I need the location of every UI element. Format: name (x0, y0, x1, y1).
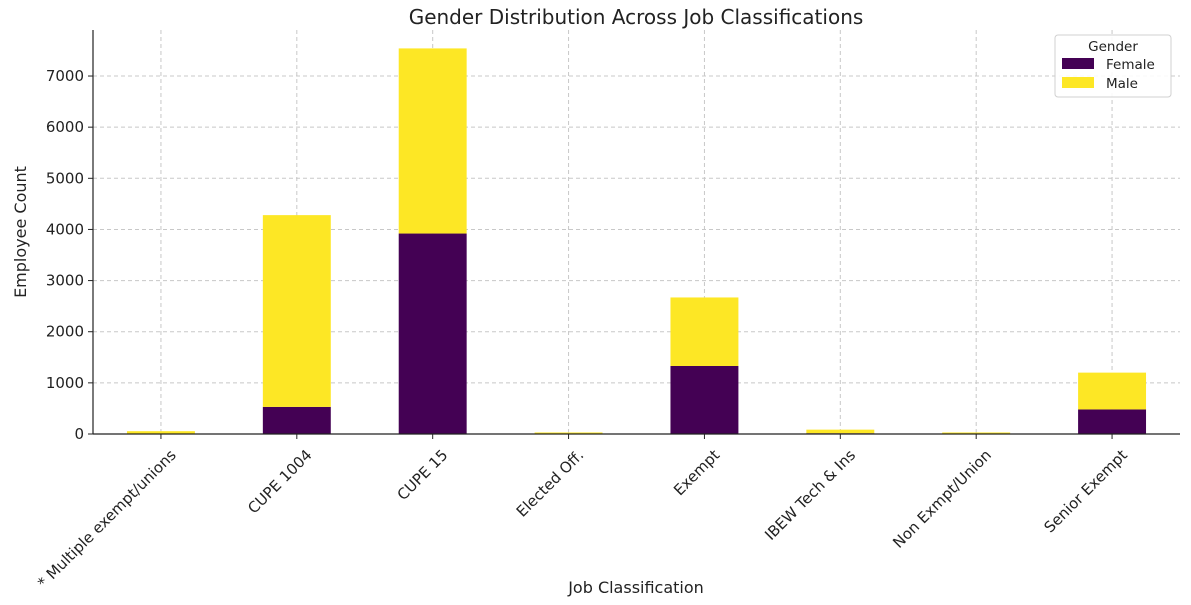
legend-title: Gender (1088, 39, 1138, 55)
x-tick-label: CUPE 1004 (244, 446, 315, 517)
legend-label-female: Female (1106, 57, 1155, 73)
bars (126, 48, 1147, 434)
axes (92, 30, 1180, 435)
x-tick-label: IBEW Tech & Ins (761, 446, 859, 544)
legend-swatch-male (1062, 77, 1094, 88)
bar-male (262, 215, 331, 407)
y-tick-label: 7000 (46, 67, 84, 85)
grid (93, 30, 1180, 435)
bar-female (670, 365, 739, 434)
bar-male (534, 432, 603, 434)
y-tick-label: 0 (74, 425, 84, 443)
y-tick-label: 3000 (46, 272, 84, 290)
legend-label-male: Male (1106, 76, 1138, 92)
x-tick-label: CUPE 15 (394, 446, 452, 504)
x-tick-label: Non Exmpt/Union (889, 446, 995, 552)
bar-male (806, 429, 875, 434)
bar-male (942, 432, 1011, 434)
x-tick-label: Senior Exempt (1041, 446, 1131, 536)
bar-female (262, 406, 331, 434)
y-ticks: 0 1000 2000 3000 4000 5000 6000 7000 (46, 67, 93, 443)
legend: Gender Female Male (1054, 34, 1172, 98)
bar-male (126, 431, 195, 434)
x-axis-title: Job Classification (567, 578, 704, 597)
x-tick-label: Exempt (670, 446, 723, 499)
y-axis-title: Employee Count (11, 166, 30, 298)
x-ticks: * Multiple exempt/unions CUPE 1004 CUPE 15… (34, 434, 1131, 592)
x-tick-label: * Multiple exempt/unions (34, 446, 180, 592)
legend-swatch-female (1062, 58, 1094, 69)
bar-male (398, 48, 467, 234)
y-tick-label: 4000 (46, 220, 84, 238)
chart-title: Gender Distribution Across Job Classific… (409, 5, 864, 29)
y-tick-label: 2000 (46, 323, 84, 341)
y-tick-label: 1000 (46, 374, 84, 392)
y-tick-label: 6000 (46, 118, 84, 136)
bar-female (1078, 409, 1147, 434)
x-tick-label: Elected Off. (513, 446, 588, 521)
bar-female (398, 233, 467, 434)
bar-male (670, 297, 739, 366)
bar-male (1078, 372, 1147, 410)
y-tick-label: 5000 (46, 169, 84, 187)
